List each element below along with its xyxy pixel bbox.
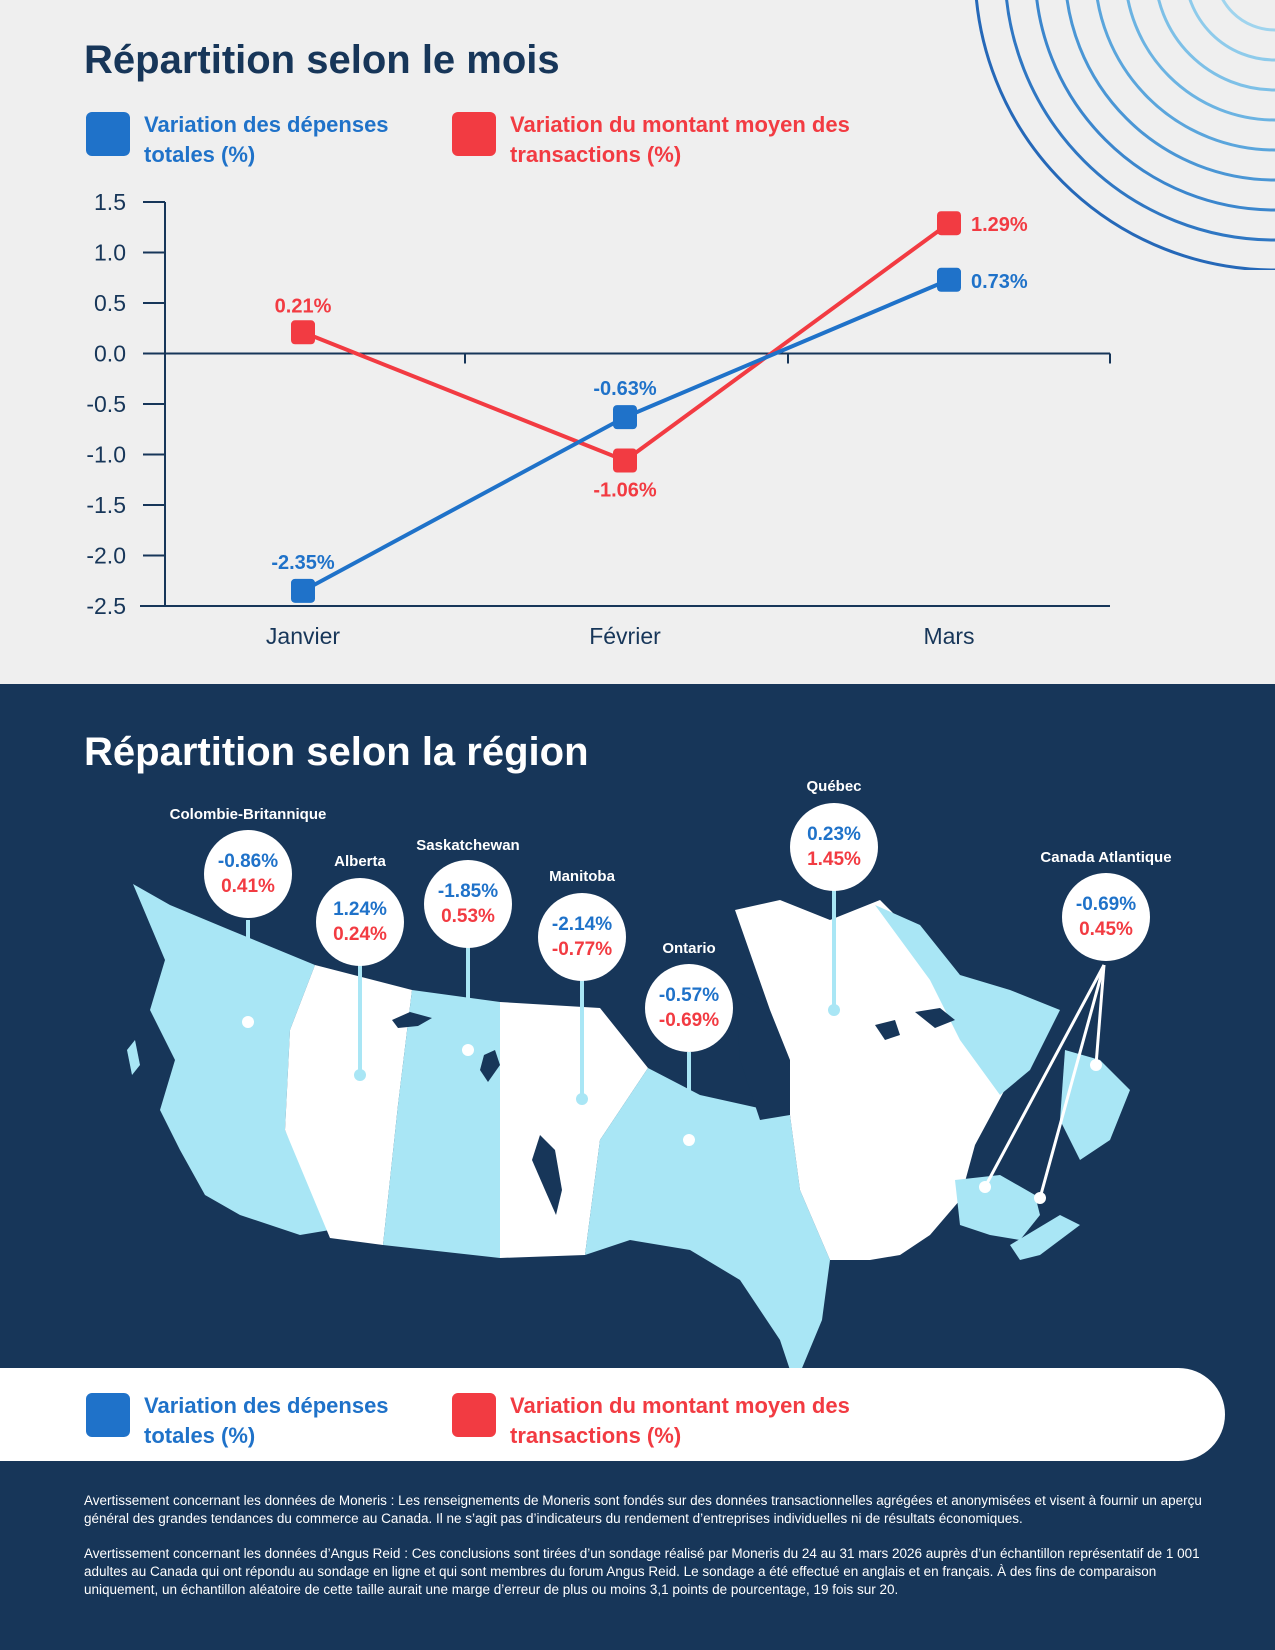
chart-axes	[140, 201, 1111, 607]
map-saskatchewan	[383, 990, 500, 1258]
region-bubble: -0.86% 0.41%	[204, 830, 292, 918]
y-tick-label: -0.5	[86, 391, 126, 417]
data-label-avg-transaction: -1.06%	[593, 480, 657, 502]
region-name: Canada Atlantique	[1040, 849, 1172, 866]
region-avg-value: 0.41%	[221, 876, 275, 897]
canada-map	[127, 884, 1130, 1385]
region-title: Répartition selon la région	[84, 730, 589, 774]
point-total-spending	[937, 267, 961, 292]
legend-swatch-blue	[86, 112, 130, 156]
map-lake	[532, 1135, 562, 1215]
region-total-value: -0.57%	[658, 985, 720, 1006]
region-name: Colombie-Britannique	[169, 806, 327, 823]
region-avg-value: 0.45%	[1079, 919, 1133, 940]
point-avg-transaction	[291, 320, 315, 345]
y-tick-label: -2.5	[86, 593, 126, 619]
map-nova-scotia	[1010, 1215, 1080, 1260]
region-avg-value: 1.45%	[807, 849, 861, 870]
bottom-legend-band: Variation des dépenses totales (%) Varia…	[0, 1368, 1225, 1461]
map-lake	[875, 1020, 900, 1040]
map-lake	[392, 1012, 432, 1028]
legend-label: Variation des dépenses totales (%)	[144, 112, 389, 167]
region-dots	[242, 1004, 1102, 1204]
map-maritimes	[955, 1175, 1040, 1240]
data-labels: -2.35% -0.63% 0.73% 0.21% -1.06% 1.29%	[271, 214, 1028, 574]
region-total-value: -2.14%	[551, 914, 613, 935]
data-label-total-spending: 0.73%	[971, 271, 1028, 293]
legend-total-spending: Variation des dépenses totales (%)	[86, 1391, 404, 1451]
legend-total-spending: Variation des dépenses totales (%)	[86, 110, 404, 170]
map-island	[127, 1040, 140, 1075]
x-axis-ticks: Janvier Février Mars	[266, 623, 975, 649]
region-name: Alberta	[334, 853, 386, 870]
monthly-section: Répartition selon le mois Variation des …	[0, 0, 1275, 684]
legend-label: Variation du montant moyen des transacti…	[510, 112, 850, 167]
region-total-value: 1.24%	[333, 899, 387, 920]
data-label-total-spending: -2.35%	[271, 552, 335, 574]
series-line-total-spending	[302, 277, 950, 593]
point-total-spending	[291, 578, 315, 603]
legend-label: Variation du montant moyen des transacti…	[510, 1393, 850, 1448]
region-total-value: 0.23%	[807, 824, 861, 845]
y-tick-label: 0.5	[94, 290, 126, 316]
y-tick-label: -1.5	[86, 492, 126, 518]
legend-swatch-red	[452, 112, 496, 156]
legend-swatch-red	[452, 1393, 496, 1437]
page-title: Répartition selon le mois	[84, 38, 560, 82]
point-avg-transaction	[613, 448, 637, 473]
x-tick-label: Janvier	[266, 623, 340, 649]
x-tick-label: Février	[589, 623, 661, 649]
point-total-spending	[613, 405, 637, 430]
legend-label: Variation des dépenses totales (%)	[144, 1393, 389, 1448]
map-lake	[480, 1050, 500, 1082]
map-newfoundland	[1060, 1050, 1130, 1160]
region-bubble: -2.14% -0.77%	[538, 893, 626, 981]
atlantic-connectors	[983, 964, 1106, 1199]
data-label-avg-transaction: 0.21%	[275, 295, 332, 317]
region-name: Saskatchewan	[416, 837, 520, 854]
region-total-value: -1.85%	[437, 881, 499, 902]
region-connectors	[246, 888, 836, 1140]
region-avg-value: 0.53%	[441, 906, 495, 927]
data-label-total-spending: -0.63%	[593, 378, 657, 400]
map-manitoba	[500, 1002, 648, 1258]
region-bubble: -0.57% -0.69%	[645, 964, 733, 1052]
region-bubble: -1.85% 0.53%	[424, 860, 512, 948]
moneris-disclaimer: Avertissement concernant les données de …	[84, 1493, 1202, 1526]
map-lake	[915, 1008, 955, 1028]
disclaimers: Avertissement concernant les données de …	[84, 1492, 1234, 1616]
map-alberta	[285, 965, 412, 1245]
region-avg-value: 0.24%	[333, 924, 387, 945]
legend-swatch-blue	[86, 1393, 130, 1437]
region-name: Ontario	[662, 940, 716, 957]
map-hudson-bay	[735, 990, 790, 1120]
region-avg-value: -0.77%	[551, 939, 613, 960]
x-tick-label: Mars	[923, 623, 974, 649]
legend-avg-transaction: Variation du montant moyen des transacti…	[452, 1391, 850, 1451]
region-bubble: 1.24% 0.24%	[316, 878, 404, 966]
line-chart: 1.5 1.0 0.5 0.0 -0.5 -1.0 -1.5 -2.0 -2.5 Janvier…	[86, 189, 1111, 649]
map-labrador	[875, 905, 1060, 1095]
region-total-value: -0.69%	[1075, 894, 1137, 915]
region-bubble: -0.69% 0.45%	[1062, 873, 1150, 961]
y-tick-label: -1.0	[86, 442, 126, 468]
series-points	[291, 211, 961, 603]
region-name: Manitoba	[549, 868, 615, 885]
angus-reid-disclaimer: Avertissement concernant les données d’A…	[84, 1546, 1200, 1597]
region-bubble: 0.23% 1.45%	[790, 803, 878, 891]
map-ontario	[585, 1068, 830, 1385]
region-total-value: -0.86%	[217, 851, 279, 872]
region-name: Québec	[806, 778, 862, 795]
y-tick-label: 1.0	[94, 240, 126, 266]
data-label-avg-transaction: 1.29%	[971, 214, 1028, 236]
y-tick-label: 1.5	[94, 189, 126, 215]
y-tick-label: -2.0	[86, 543, 126, 569]
legend-avg-transaction: Variation du montant moyen des transacti…	[452, 110, 850, 170]
region-avg-value: -0.69%	[658, 1010, 720, 1031]
map-british-columbia	[133, 884, 330, 1235]
point-avg-transaction	[937, 211, 961, 236]
y-tick-label: 0.0	[94, 341, 126, 367]
y-axis-ticks: 1.5 1.0 0.5 0.0 -0.5 -1.0 -1.5 -2.0 -2.5	[86, 189, 126, 619]
